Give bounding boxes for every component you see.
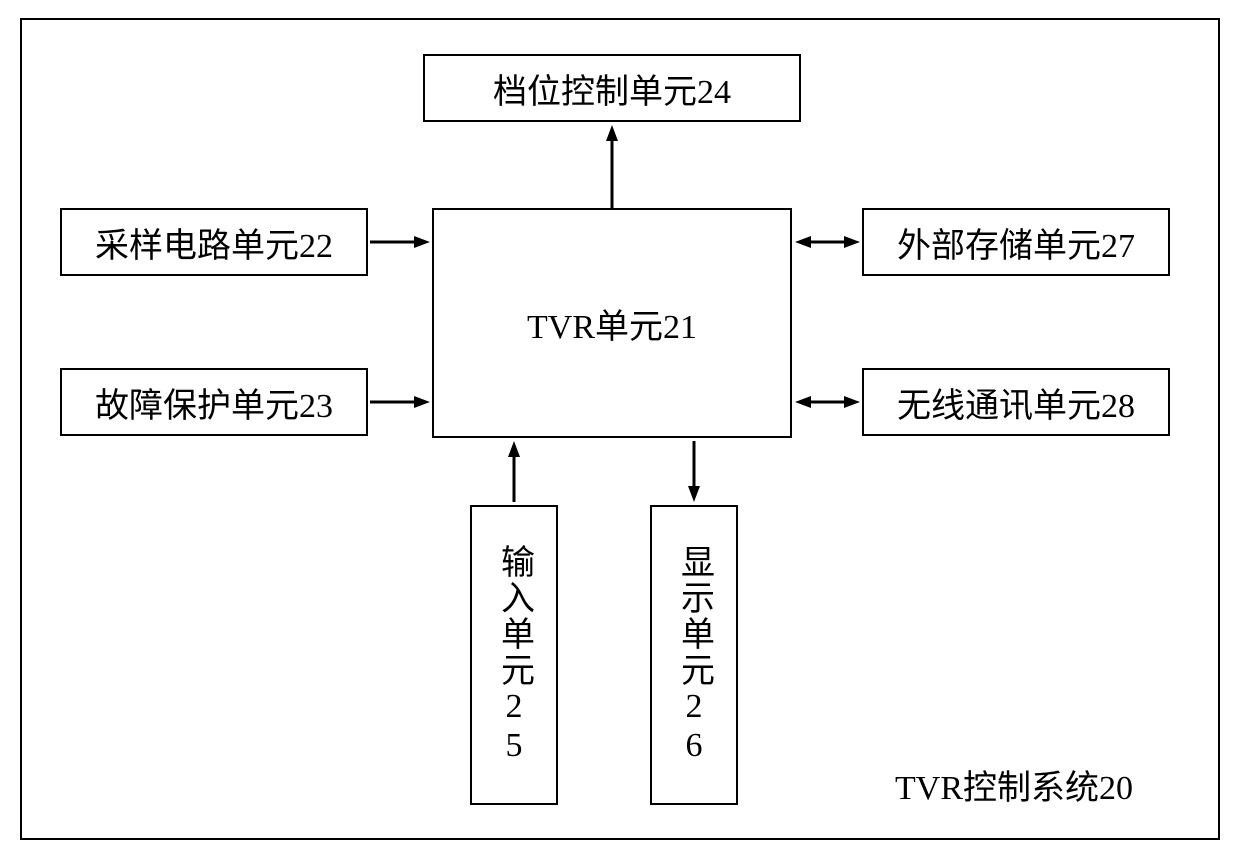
box-bottom2: 显示单元26 [650, 505, 738, 805]
box-right2: 无线通讯单元28 [862, 368, 1170, 436]
box-bottom2-label: 显示单元26 [670, 544, 719, 766]
box-right1: 外部存储单元27 [862, 208, 1170, 276]
system-label: TVR控制系统20 [895, 760, 1133, 809]
box-top-label: 档位控制单元24 [493, 64, 731, 113]
box-bottom1: 输入单元25 [470, 505, 558, 805]
box-right2-label: 无线通讯单元28 [897, 378, 1135, 427]
box-left2-label: 故障保护单元23 [95, 378, 333, 427]
system-label-text: TVR控制系统20 [895, 770, 1133, 807]
tvr-control-system-diagram: TVR单元21 档位控制单元24 采样电路单元22 故障保护单元23 外部存储单… [0, 0, 1240, 861]
box-left2: 故障保护单元23 [60, 368, 368, 436]
box-top: 档位控制单元24 [423, 54, 801, 122]
box-left1: 采样电路单元22 [60, 208, 368, 276]
box-left1-label: 采样电路单元22 [95, 218, 333, 267]
box-right1-label: 外部存储单元27 [897, 218, 1135, 267]
box-bottom1-label: 输入单元25 [490, 544, 539, 766]
box-center-label: TVR单元21 [527, 299, 697, 348]
box-center: TVR单元21 [432, 208, 792, 438]
